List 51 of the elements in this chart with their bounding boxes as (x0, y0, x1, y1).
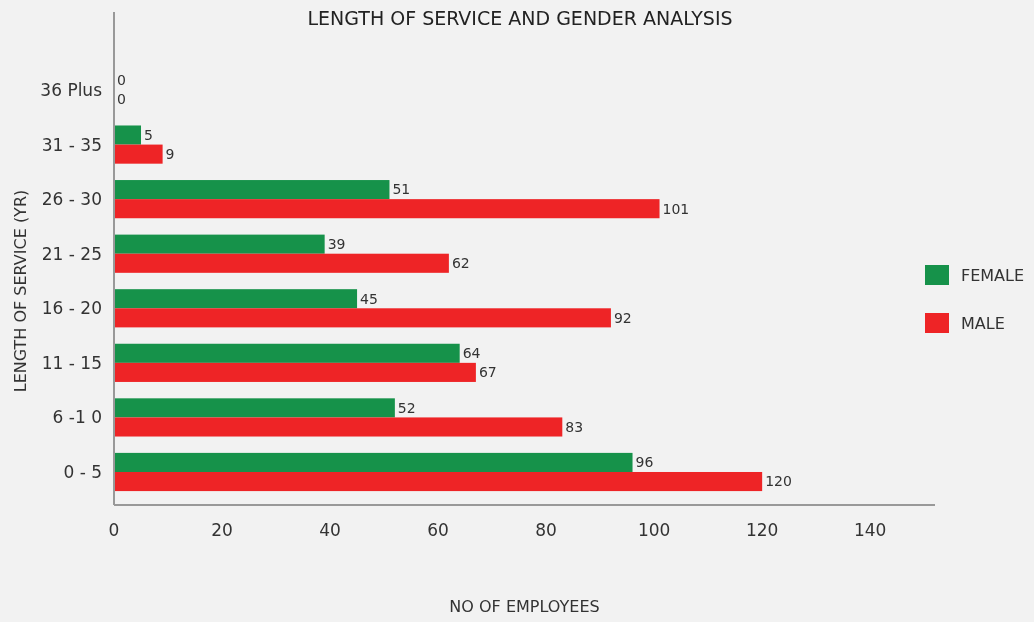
y-tick-label: 31 - 35 (41, 134, 102, 155)
data-label: 92 (613, 309, 632, 326)
data-label: 96 (635, 454, 654, 471)
data-label: 39 (327, 236, 346, 253)
x-tick-label: 40 (319, 520, 341, 540)
legend-label: FEMALE (961, 265, 1025, 285)
bar (114, 253, 449, 273)
bar (114, 199, 660, 219)
y-tick-label: 6 -1 0 (52, 407, 102, 428)
data-label: 101 (662, 200, 690, 217)
data-label: 67 (478, 364, 497, 381)
bar (114, 471, 763, 492)
y-tick-label: 0 - 5 (63, 461, 102, 482)
bar (114, 343, 460, 363)
bar (114, 308, 611, 328)
y-tick-label: 36 Plus (40, 79, 103, 100)
bar (114, 417, 563, 437)
data-label: 83 (565, 418, 584, 435)
data-label: 45 (360, 290, 378, 307)
data-label: 9 (165, 146, 175, 163)
bar (114, 362, 476, 382)
data-label: 51 (392, 181, 411, 198)
y-tick-label: 11 - 15 (41, 352, 102, 373)
y-tick-label: 16 - 20 (41, 298, 102, 319)
y-tick-label: 21 - 25 (41, 243, 102, 264)
bar (114, 398, 395, 418)
x-tick-label: 140 (853, 520, 887, 540)
bar (114, 144, 163, 164)
x-tick-label: 80 (535, 520, 557, 540)
data-label: 52 (397, 399, 416, 416)
bar (114, 234, 325, 254)
legend-label: MALE (961, 313, 1005, 333)
x-tick-label: 20 (211, 520, 233, 540)
bar (114, 125, 142, 145)
data-label: 5 (144, 126, 153, 143)
x-tick-label: 0 (108, 520, 120, 540)
bar (114, 180, 390, 200)
data-label: 64 (462, 345, 481, 362)
data-label: 62 (451, 255, 470, 272)
y-tick-label: 26 - 30 (41, 189, 102, 210)
x-tick-label: 60 (427, 520, 449, 540)
data-label: 0 (117, 72, 126, 89)
x-tick-label: 100 (637, 520, 671, 540)
chart-title: LENGTH OF SERVICE AND GENDER ANALYSIS (307, 7, 733, 29)
x-tick-label: 120 (745, 520, 779, 540)
y-axis-title: LENGTH OF SERVICE (YR) (11, 189, 30, 393)
x-axis-title: NO OF EMPLOYEES (449, 597, 600, 616)
data-label: 0 (117, 91, 126, 108)
data-label: 120 (765, 473, 792, 490)
bar (114, 452, 633, 472)
bar (114, 289, 358, 309)
